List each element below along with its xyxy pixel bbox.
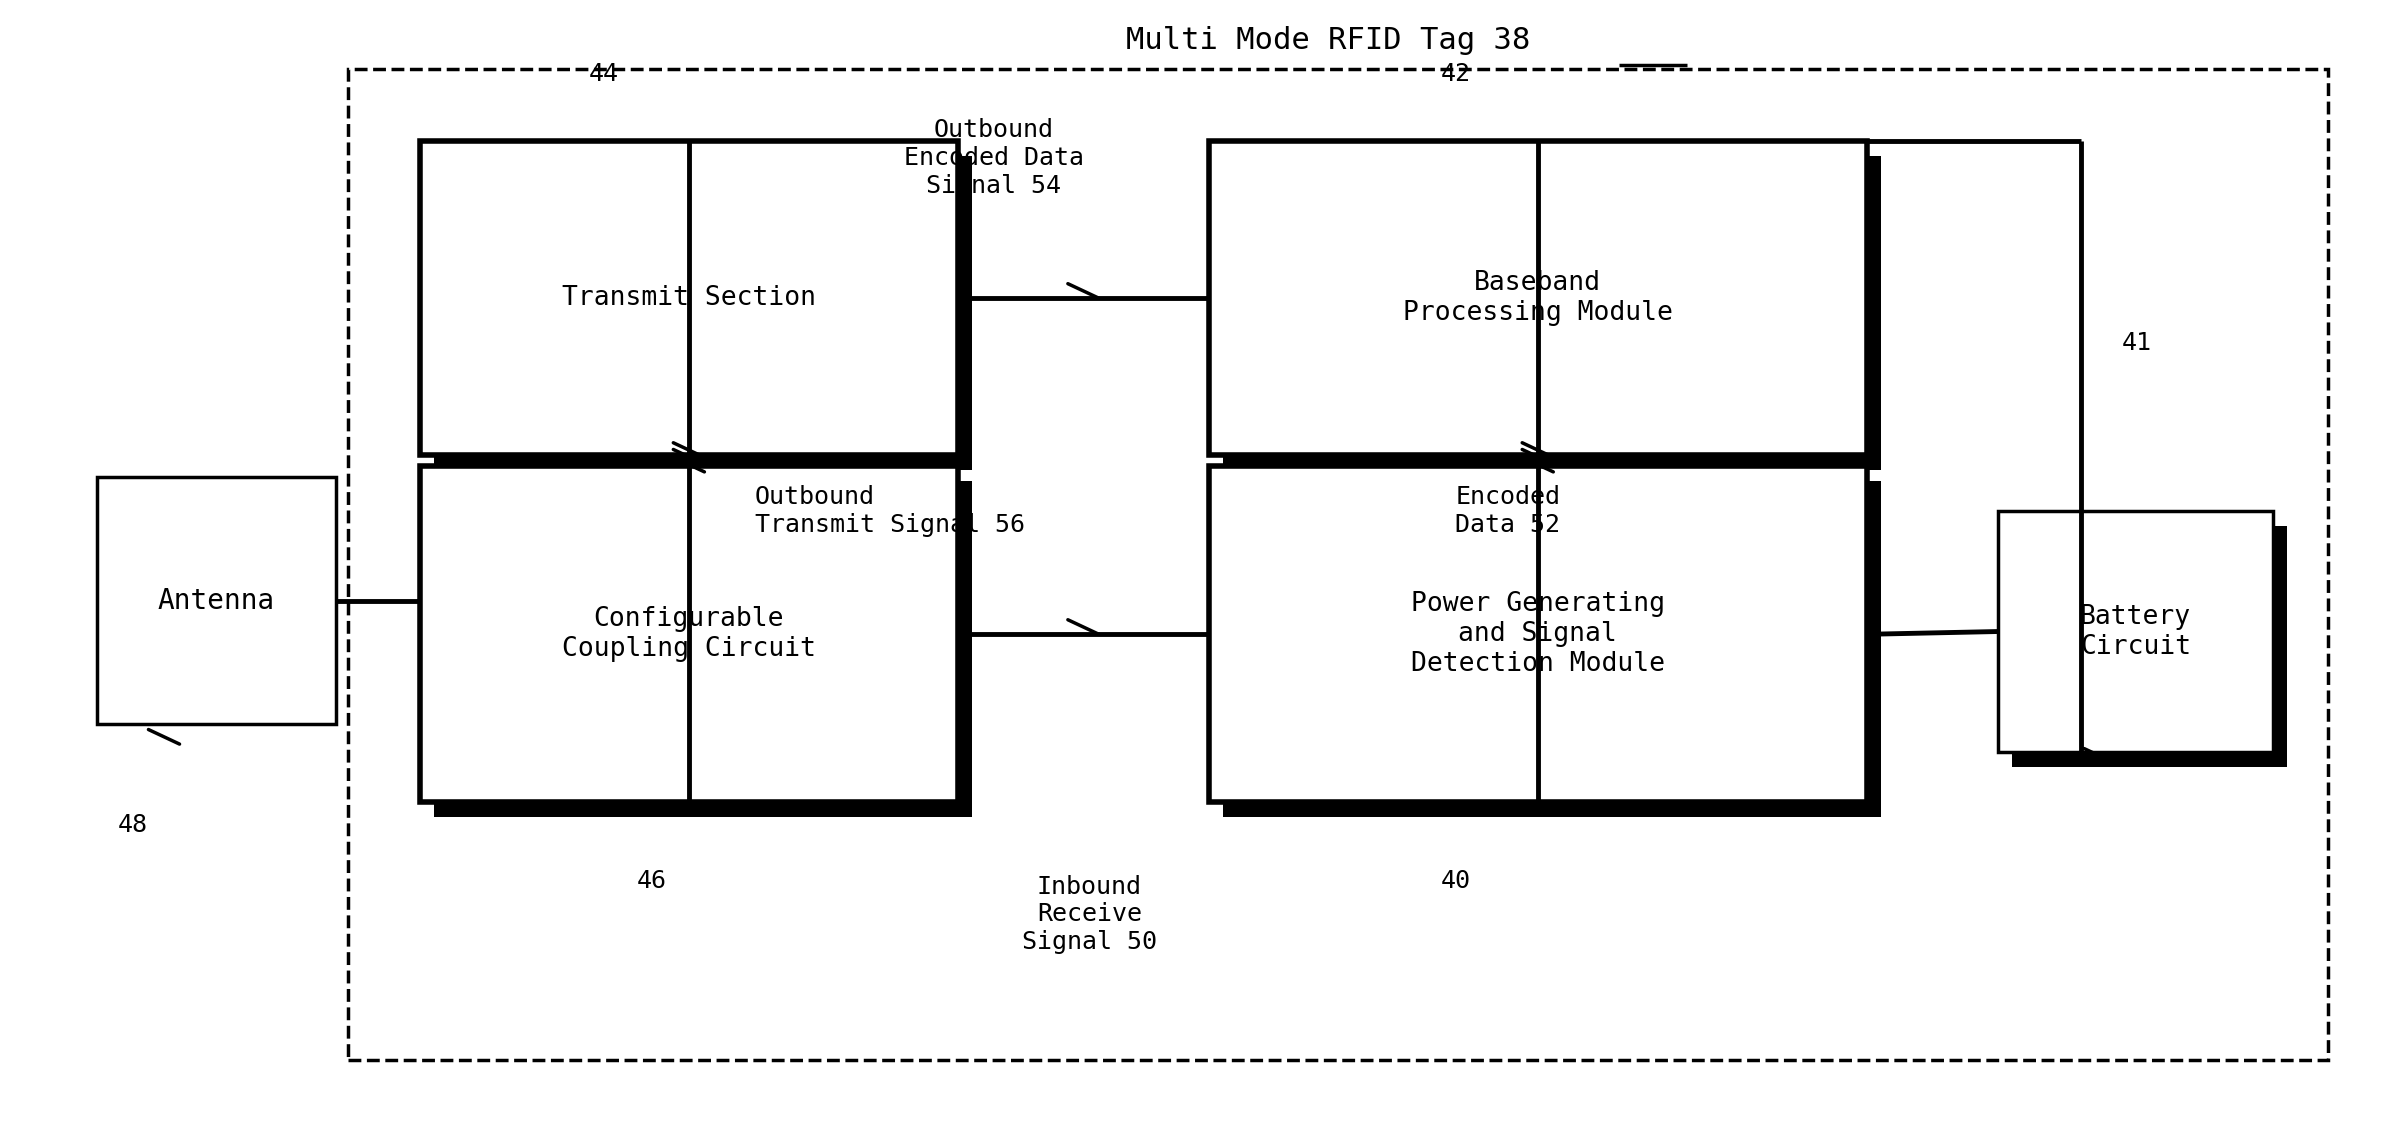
FancyBboxPatch shape: [433, 481, 972, 816]
FancyBboxPatch shape: [419, 466, 958, 802]
FancyBboxPatch shape: [98, 477, 335, 724]
Text: Antenna: Antenna: [158, 586, 275, 614]
Text: Transmit Section: Transmit Section: [563, 285, 816, 311]
FancyBboxPatch shape: [1209, 466, 1867, 802]
FancyBboxPatch shape: [1999, 511, 2272, 752]
FancyBboxPatch shape: [347, 69, 2327, 1060]
Text: Baseband
Processing Module: Baseband Processing Module: [1403, 271, 1673, 327]
Text: 48: 48: [117, 813, 148, 837]
Text: Battery
Circuit: Battery Circuit: [2080, 603, 2191, 659]
Text: Outbound
Encoded Data
Signal 54: Outbound Encoded Data Signal 54: [905, 118, 1084, 198]
Text: 44: 44: [589, 62, 620, 86]
FancyBboxPatch shape: [1223, 481, 1882, 816]
Text: Power Generating
and Signal
Detection Module: Power Generating and Signal Detection Mo…: [1410, 592, 1664, 677]
FancyBboxPatch shape: [433, 156, 972, 469]
Text: Inbound
Receive
Signal 50: Inbound Receive Signal 50: [1022, 875, 1156, 955]
Text: Encoded
Data 52: Encoded Data 52: [1456, 485, 1561, 537]
FancyBboxPatch shape: [419, 141, 958, 455]
FancyBboxPatch shape: [1209, 141, 1867, 455]
Text: Outbound
Transmit Signal 56: Outbound Transmit Signal 56: [754, 485, 1025, 537]
Text: Multi Mode RFID Tag 38: Multi Mode RFID Tag 38: [1128, 26, 1530, 55]
Text: 41: 41: [2121, 331, 2152, 355]
Text: 42: 42: [1441, 62, 1470, 86]
Text: Configurable
Coupling Circuit: Configurable Coupling Circuit: [563, 606, 816, 663]
FancyBboxPatch shape: [1223, 156, 1882, 469]
Text: 40: 40: [1441, 869, 1470, 893]
Text: 46: 46: [637, 869, 668, 893]
FancyBboxPatch shape: [2013, 526, 2286, 767]
